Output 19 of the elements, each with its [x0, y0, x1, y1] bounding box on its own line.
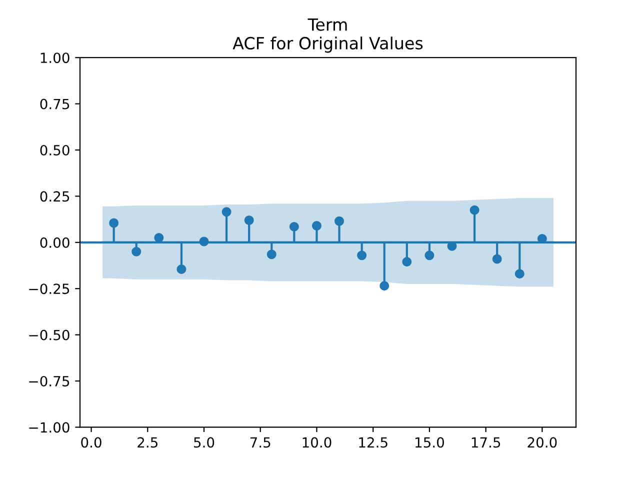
y-tick-label: −0.50 [29, 330, 70, 340]
x-tick-label: 12.5 [359, 437, 388, 448]
y-tick-label: −0.25 [29, 284, 70, 294]
x-tick-label: 10.0 [302, 437, 332, 448]
x-tick-label: 17.5 [472, 437, 500, 448]
y-tick-label: 0.25 [40, 191, 70, 202]
y-tick-label: −0.75 [29, 376, 70, 386]
y-tick-label: −1.00 [29, 422, 70, 433]
y-tick-label: 0.75 [40, 98, 70, 110]
y-tick-label: 0.00 [40, 237, 70, 248]
x-tick-label: 20.0 [528, 437, 557, 448]
y-tick-label: 0.50 [40, 144, 70, 156]
x-tick-label: 7.5 [250, 437, 270, 448]
x-tick-label: 5.0 [194, 437, 214, 448]
x-tick-label: 2.5 [138, 437, 158, 448]
chart-title: Term ACF for Original Values [232, 18, 423, 53]
y-tick-label: 1.00 [40, 52, 70, 64]
x-tick-label: 0.0 [81, 437, 102, 448]
x-tick-label: 15.0 [416, 437, 444, 448]
